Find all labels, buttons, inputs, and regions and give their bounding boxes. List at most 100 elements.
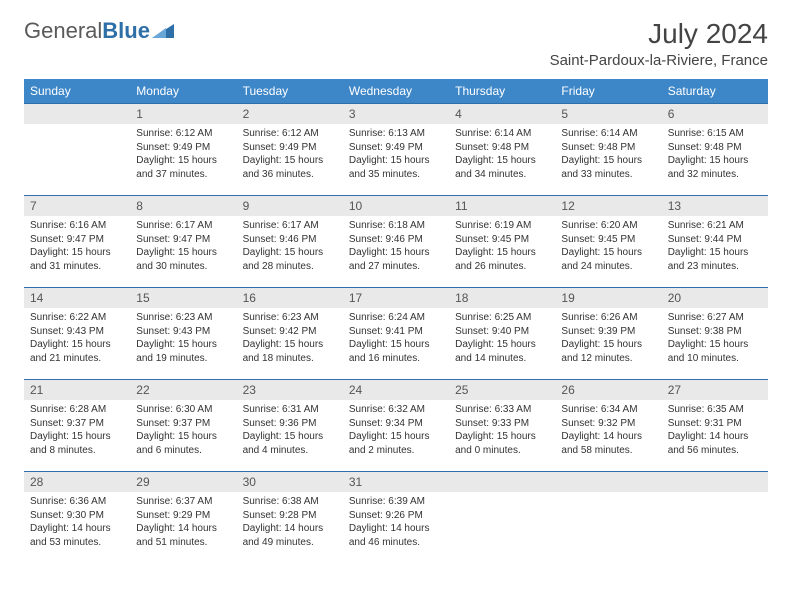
day-number: 1 [130, 104, 236, 124]
day-number: 6 [662, 104, 768, 124]
daylight-text: Daylight: 15 hours and 33 minutes. [561, 154, 655, 181]
day-cell: 14Sunrise: 6:22 AMSunset: 9:43 PMDayligh… [24, 288, 130, 380]
header: GeneralBlue July 2024 Saint-Pardoux-la-R… [24, 18, 768, 69]
day-cell: 28Sunrise: 6:36 AMSunset: 9:30 PMDayligh… [24, 472, 130, 564]
day-body: Sunrise: 6:30 AMSunset: 9:37 PMDaylight:… [130, 400, 236, 461]
calendar-page: GeneralBlue July 2024 Saint-Pardoux-la-R… [0, 0, 792, 582]
day-cell: 25Sunrise: 6:33 AMSunset: 9:33 PMDayligh… [449, 380, 555, 472]
day-body: Sunrise: 6:14 AMSunset: 9:48 PMDaylight:… [449, 124, 555, 185]
sunrise-text: Sunrise: 6:23 AM [136, 311, 230, 325]
daylight-text: Daylight: 15 hours and 16 minutes. [349, 338, 443, 365]
dow-thursday: Thursday [449, 79, 555, 104]
day-number: 24 [343, 380, 449, 400]
sunset-text: Sunset: 9:33 PM [455, 417, 549, 431]
daylight-text: Daylight: 15 hours and 27 minutes. [349, 246, 443, 273]
dow-sunday: Sunday [24, 79, 130, 104]
sunrise-text: Sunrise: 6:18 AM [349, 219, 443, 233]
sunset-text: Sunset: 9:26 PM [349, 509, 443, 523]
day-body: Sunrise: 6:16 AMSunset: 9:47 PMDaylight:… [24, 216, 130, 277]
daylight-text: Daylight: 14 hours and 49 minutes. [243, 522, 337, 549]
day-cell: 16Sunrise: 6:23 AMSunset: 9:42 PMDayligh… [237, 288, 343, 380]
day-number: 26 [555, 380, 661, 400]
day-number: 19 [555, 288, 661, 308]
daylight-text: Daylight: 15 hours and 4 minutes. [243, 430, 337, 457]
daylight-text: Daylight: 15 hours and 2 minutes. [349, 430, 443, 457]
day-body: Sunrise: 6:21 AMSunset: 9:44 PMDaylight:… [662, 216, 768, 277]
daylight-text: Daylight: 15 hours and 6 minutes. [136, 430, 230, 457]
week-row: 7Sunrise: 6:16 AMSunset: 9:47 PMDaylight… [24, 196, 768, 288]
daylight-text: Daylight: 15 hours and 34 minutes. [455, 154, 549, 181]
sunrise-text: Sunrise: 6:38 AM [243, 495, 337, 509]
day-cell: 13Sunrise: 6:21 AMSunset: 9:44 PMDayligh… [662, 196, 768, 288]
day-number [449, 472, 555, 492]
day-body: Sunrise: 6:12 AMSunset: 9:49 PMDaylight:… [237, 124, 343, 185]
day-number: 13 [662, 196, 768, 216]
daylight-text: Daylight: 15 hours and 18 minutes. [243, 338, 337, 365]
day-number: 30 [237, 472, 343, 492]
daylight-text: Daylight: 15 hours and 12 minutes. [561, 338, 655, 365]
day-cell: 7Sunrise: 6:16 AMSunset: 9:47 PMDaylight… [24, 196, 130, 288]
dow-tuesday: Tuesday [237, 79, 343, 104]
day-number: 15 [130, 288, 236, 308]
day-cell: 27Sunrise: 6:35 AMSunset: 9:31 PMDayligh… [662, 380, 768, 472]
sunset-text: Sunset: 9:49 PM [243, 141, 337, 155]
day-body: Sunrise: 6:31 AMSunset: 9:36 PMDaylight:… [237, 400, 343, 461]
day-body: Sunrise: 6:27 AMSunset: 9:38 PMDaylight:… [662, 308, 768, 369]
sunrise-text: Sunrise: 6:14 AM [455, 127, 549, 141]
sunset-text: Sunset: 9:29 PM [136, 509, 230, 523]
day-cell: 10Sunrise: 6:18 AMSunset: 9:46 PMDayligh… [343, 196, 449, 288]
daylight-text: Daylight: 15 hours and 28 minutes. [243, 246, 337, 273]
daylight-text: Daylight: 15 hours and 31 minutes. [30, 246, 124, 273]
day-cell: 5Sunrise: 6:14 AMSunset: 9:48 PMDaylight… [555, 104, 661, 196]
daylight-text: Daylight: 15 hours and 19 minutes. [136, 338, 230, 365]
sunset-text: Sunset: 9:45 PM [561, 233, 655, 247]
day-cell: 3Sunrise: 6:13 AMSunset: 9:49 PMDaylight… [343, 104, 449, 196]
daylight-text: Daylight: 14 hours and 51 minutes. [136, 522, 230, 549]
day-cell [24, 104, 130, 196]
day-cell: 4Sunrise: 6:14 AMSunset: 9:48 PMDaylight… [449, 104, 555, 196]
sunset-text: Sunset: 9:46 PM [243, 233, 337, 247]
day-cell: 17Sunrise: 6:24 AMSunset: 9:41 PMDayligh… [343, 288, 449, 380]
sunset-text: Sunset: 9:44 PM [668, 233, 762, 247]
sunrise-text: Sunrise: 6:12 AM [136, 127, 230, 141]
day-number: 16 [237, 288, 343, 308]
day-body: Sunrise: 6:35 AMSunset: 9:31 PMDaylight:… [662, 400, 768, 461]
day-cell: 18Sunrise: 6:25 AMSunset: 9:40 PMDayligh… [449, 288, 555, 380]
day-cell: 19Sunrise: 6:26 AMSunset: 9:39 PMDayligh… [555, 288, 661, 380]
dow-monday: Monday [130, 79, 236, 104]
sunset-text: Sunset: 9:37 PM [30, 417, 124, 431]
sunset-text: Sunset: 9:31 PM [668, 417, 762, 431]
day-body: Sunrise: 6:17 AMSunset: 9:46 PMDaylight:… [237, 216, 343, 277]
sunrise-text: Sunrise: 6:36 AM [30, 495, 124, 509]
month-title: July 2024 [550, 18, 768, 50]
dow-friday: Friday [555, 79, 661, 104]
day-of-week-row: Sunday Monday Tuesday Wednesday Thursday… [24, 79, 768, 104]
dow-saturday: Saturday [662, 79, 768, 104]
day-number: 23 [237, 380, 343, 400]
day-number: 7 [24, 196, 130, 216]
day-number: 20 [662, 288, 768, 308]
daylight-text: Daylight: 15 hours and 35 minutes. [349, 154, 443, 181]
day-number: 3 [343, 104, 449, 124]
day-number: 4 [449, 104, 555, 124]
day-number: 28 [24, 472, 130, 492]
day-body: Sunrise: 6:24 AMSunset: 9:41 PMDaylight:… [343, 308, 449, 369]
sunrise-text: Sunrise: 6:30 AM [136, 403, 230, 417]
sunset-text: Sunset: 9:34 PM [349, 417, 443, 431]
sunset-text: Sunset: 9:48 PM [455, 141, 549, 155]
sunrise-text: Sunrise: 6:17 AM [136, 219, 230, 233]
daylight-text: Daylight: 15 hours and 14 minutes. [455, 338, 549, 365]
sunrise-text: Sunrise: 6:20 AM [561, 219, 655, 233]
sunrise-text: Sunrise: 6:34 AM [561, 403, 655, 417]
sunset-text: Sunset: 9:41 PM [349, 325, 443, 339]
day-number: 9 [237, 196, 343, 216]
day-number: 12 [555, 196, 661, 216]
sunrise-text: Sunrise: 6:24 AM [349, 311, 443, 325]
sunrise-text: Sunrise: 6:13 AM [349, 127, 443, 141]
sunrise-text: Sunrise: 6:22 AM [30, 311, 124, 325]
sunrise-text: Sunrise: 6:31 AM [243, 403, 337, 417]
day-cell: 29Sunrise: 6:37 AMSunset: 9:29 PMDayligh… [130, 472, 236, 564]
daylight-text: Daylight: 15 hours and 37 minutes. [136, 154, 230, 181]
day-number: 29 [130, 472, 236, 492]
day-cell: 20Sunrise: 6:27 AMSunset: 9:38 PMDayligh… [662, 288, 768, 380]
